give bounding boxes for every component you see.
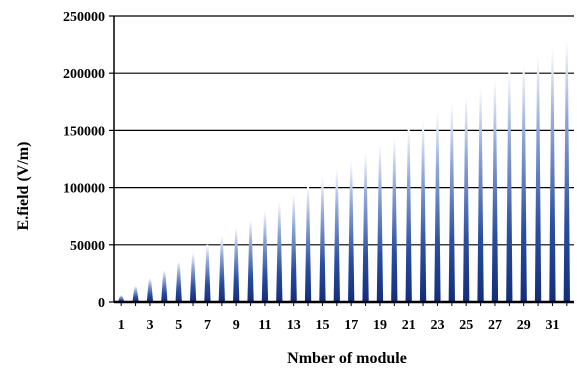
x-tick-label-7: 7 [204, 318, 211, 333]
bar-module-8 [218, 235, 225, 302]
bar-module-32 [563, 40, 570, 303]
bar-module-24 [448, 104, 455, 302]
x-tick-label-21: 21 [402, 318, 416, 333]
bar-module-6 [189, 252, 197, 302]
bar-module-13 [290, 194, 297, 302]
y-tick-label-150000: 150000 [63, 124, 105, 139]
x-tick-label-9: 9 [233, 318, 240, 333]
bar-module-27 [491, 80, 499, 303]
y-tick-label-100000: 100000 [63, 182, 105, 197]
x-tick-label-19: 19 [373, 318, 387, 333]
y-tick-label-200000: 200000 [63, 67, 105, 82]
bar-module-20 [391, 137, 398, 302]
bar-module-22 [419, 121, 427, 302]
bar-module-25 [463, 96, 470, 302]
bar-module-17 [348, 161, 355, 302]
x-tick-label-27: 27 [488, 318, 502, 333]
bar-module-28 [506, 72, 513, 302]
bar-module-19 [376, 145, 384, 302]
y-tick-label-50000: 50000 [70, 239, 105, 254]
bar-module-31 [549, 48, 556, 303]
bar-module-29 [520, 64, 527, 302]
gridlines [114, 15, 574, 246]
x-tick-label-1: 1 [118, 318, 125, 333]
bar-module-16 [333, 169, 340, 302]
bar-module-3 [146, 277, 154, 302]
bar-module-5 [175, 260, 182, 302]
bar-module-18 [362, 153, 369, 302]
x-tick-label-3: 3 [146, 318, 153, 333]
y-tick-label-0: 0 [98, 296, 105, 311]
bar-module-30 [534, 56, 542, 302]
x-tick-label-13: 13 [287, 318, 301, 333]
x-tick-label-29: 29 [517, 318, 531, 333]
bar-module-14 [304, 186, 312, 302]
bar-module-9 [233, 227, 240, 302]
axes [113, 16, 574, 304]
y-axis-title: E.field (V/m) [15, 142, 32, 231]
bar-module-26 [477, 88, 484, 303]
bar-module-7 [204, 244, 211, 302]
x-tick-label-15: 15 [315, 318, 329, 333]
x-axis-title: Nmber of module [287, 350, 407, 367]
y-tick-labels: 0 50000 100000 150000 200000 250000 [63, 10, 114, 311]
bar-module-23 [434, 112, 441, 302]
y-tick-label-250000: 250000 [63, 10, 105, 25]
bars [118, 40, 570, 303]
bar-module-11 [261, 210, 269, 302]
x-tick-label-23: 23 [430, 318, 444, 333]
bar-module-4 [161, 269, 168, 302]
x-tick-label-5: 5 [175, 318, 182, 333]
bar-module-1 [118, 295, 125, 302]
x-tick-label-11: 11 [258, 318, 271, 333]
bar-module-15 [319, 177, 326, 302]
x-tick-label-25: 25 [459, 318, 473, 333]
bar-module-2 [132, 285, 139, 302]
x-tick-label-31: 31 [545, 318, 559, 333]
x-tick-label-17: 17 [344, 318, 358, 333]
bar-module-10 [247, 219, 254, 302]
bar-module-12 [276, 202, 283, 302]
x-tick-labels: 1 3 5 7 9 11 13 15 17 19 21 23 25 27 29 31 [118, 302, 568, 333]
bar-module-21 [405, 129, 412, 302]
